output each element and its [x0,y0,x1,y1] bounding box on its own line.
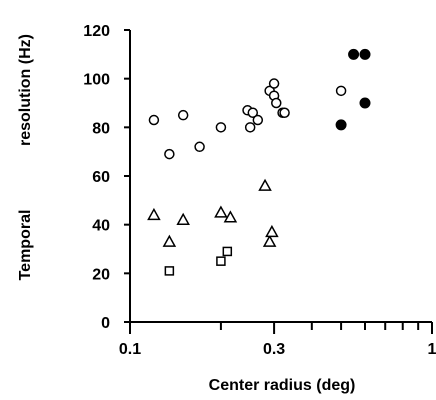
open-circle-point [194,141,205,153]
data-points [147,48,371,276]
open-circle-point [177,109,189,121]
filled-circle-point [348,48,360,60]
open-triangle-point [223,210,238,223]
open-circle-point [215,122,227,133]
open-circle-point [247,107,259,118]
open-circle-point [244,122,256,133]
y-tick-label: 100 [83,72,110,89]
open-triangle-point [262,234,277,247]
open-square-point [222,246,233,257]
open-circle-point [268,78,280,89]
y-tick-label: 60 [92,169,110,186]
x-axis-label: Center radius (deg) [209,377,356,394]
y-axis-label-left: Temporal [17,210,34,281]
open-circle-point [335,85,347,97]
open-circle-point [252,114,264,126]
y-tick-label: 80 [92,120,110,137]
open-triangle-point [265,224,279,238]
x-tick-label: 0.1 [119,341,141,358]
open-circle-point [271,97,282,109]
x-tick-label: 0.3 [263,341,285,358]
axes: 0 20 40 60 80 100 120 0.1 0.3 1 [83,23,436,358]
filled-circle-point [359,97,371,109]
y-tick-label: 40 [92,218,110,235]
open-square-point [164,266,175,276]
x-tick-label: 1 [428,341,436,358]
y-axis-label-right: resolution (Hz) [17,34,34,146]
open-circle-point [148,114,160,126]
open-triangle-point [214,205,228,218]
filled-circle-point [359,48,371,60]
open-triangle-point [258,178,272,191]
open-circle-point [164,148,175,160]
open-circle-point [279,107,290,118]
open-square-point [216,256,226,266]
y-tick-label: 20 [92,266,110,283]
open-triangle-point [176,212,190,225]
open-triangle-point [162,234,177,247]
open-triangle-point [147,207,161,221]
filled-circle-point [335,119,347,131]
y-tick-label: 0 [101,315,110,332]
y-tick-label: 120 [83,23,110,40]
